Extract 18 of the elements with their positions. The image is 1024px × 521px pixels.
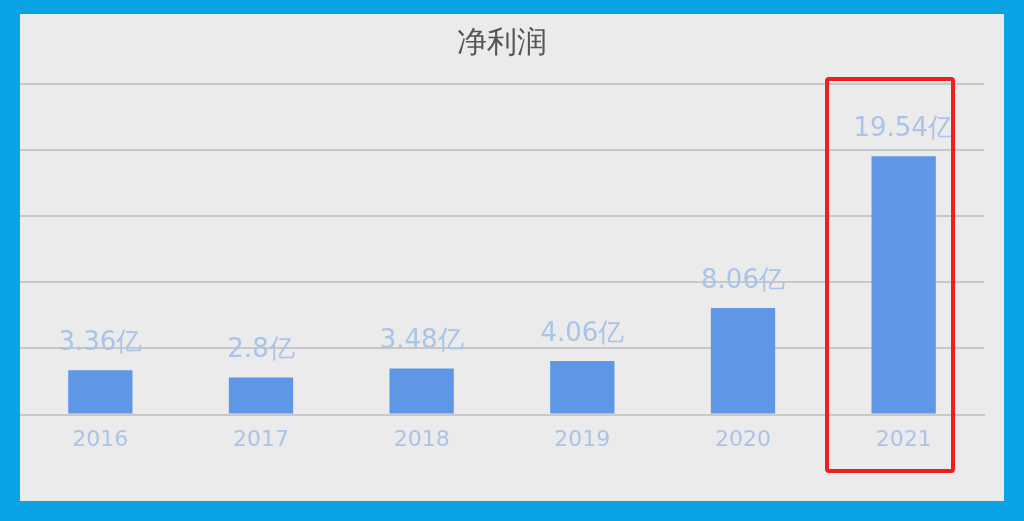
x-tick-label: 2021 (875, 425, 932, 451)
data-label: 8.06亿 (701, 263, 785, 294)
x-tick-label: 2019 (554, 425, 611, 451)
data-label: 2.8亿 (227, 333, 295, 364)
bar (228, 377, 294, 414)
x-tick-label: 2016 (72, 425, 129, 451)
data-label: 4.06亿 (540, 316, 625, 347)
data-label: 3.48亿 (379, 324, 464, 355)
data-label: 3.36亿 (58, 325, 143, 356)
x-tick-label: 2017 (233, 425, 289, 451)
bar (710, 308, 776, 414)
bar (550, 360, 615, 414)
chart-title: 净利润 (457, 23, 547, 59)
bar (68, 370, 133, 414)
bar (389, 368, 454, 414)
x-tick-label: 2018 (393, 425, 450, 451)
bar (871, 156, 936, 414)
x-tick-label: 2020 (715, 425, 771, 451)
